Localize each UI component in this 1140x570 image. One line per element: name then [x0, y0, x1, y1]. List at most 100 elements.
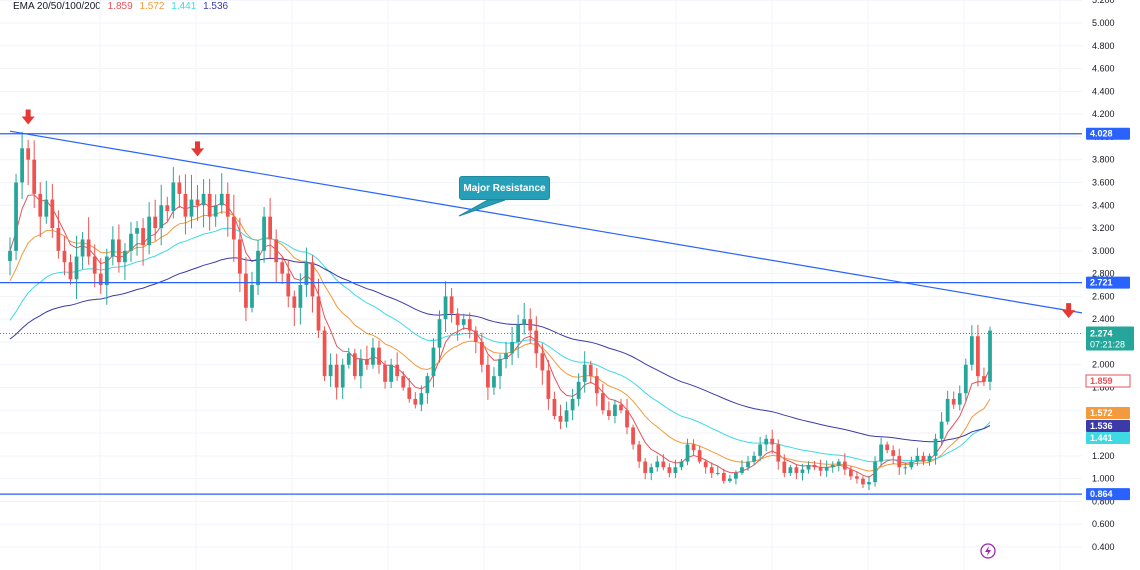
candle-body — [897, 455, 902, 468]
ema-20-value: 1.859 — [107, 1, 133, 12]
candle-body — [20, 148, 24, 183]
ema-tag-label-bg — [1086, 432, 1130, 444]
candle-body — [413, 398, 418, 405]
callout-pointer-shape — [458, 199, 506, 217]
ema-50-value: 1.572 — [139, 1, 165, 12]
candle-body — [746, 461, 750, 468]
candle-body — [655, 461, 660, 468]
candle-body — [250, 285, 254, 308]
candle-body — [643, 461, 648, 473]
candle-body — [637, 444, 642, 462]
candle-body — [123, 250, 127, 263]
ema-tag-label-bg — [1086, 407, 1130, 419]
candle-body — [534, 330, 539, 354]
candle-body — [625, 410, 629, 428]
ema-line-100 — [9, 227, 991, 463]
level-tag: 2.721 — [1090, 278, 1113, 288]
axis-tick-label: 3.800 — [1092, 155, 1115, 165]
candle-body — [50, 199, 55, 229]
candle-body — [298, 285, 303, 308]
candle-body — [389, 364, 393, 382]
trendline — [9, 130, 1083, 314]
candle-body — [498, 359, 502, 377]
callout-pointer — [458, 199, 506, 217]
candle-body — [431, 347, 436, 377]
candle-body — [794, 467, 799, 473]
candles — [8, 131, 992, 490]
candle-body — [945, 398, 950, 422]
candle-body — [806, 464, 811, 470]
candle-body — [365, 359, 369, 365]
candle-body — [691, 444, 696, 451]
candle-body — [867, 482, 871, 485]
candle-body — [607, 410, 611, 416]
axis-tick-label: 3.000 — [1092, 246, 1115, 256]
axis-tick-label: 0.600 — [1092, 519, 1115, 529]
level-tag-bg — [1086, 127, 1130, 140]
candle-body — [703, 461, 708, 468]
down-arrow-icon — [191, 141, 205, 157]
candle-body — [80, 239, 85, 257]
candle-body — [903, 467, 908, 469]
candle-body — [286, 273, 291, 297]
candle-body — [879, 444, 883, 462]
candle-body — [764, 438, 769, 445]
candle-body — [14, 182, 18, 251]
axis-tick-label: 4.400 — [1092, 86, 1115, 96]
candle-body — [927, 455, 932, 462]
candle-body — [461, 319, 466, 325]
axis-tick-label: 0.800 — [1092, 496, 1115, 506]
candle-body — [842, 461, 847, 470]
ema-tag-label: 1.441 — [1090, 433, 1113, 443]
axis-tick-label: 4.800 — [1092, 41, 1115, 51]
candle-body — [183, 193, 188, 217]
candle-body — [552, 398, 557, 416]
candle-body — [38, 193, 43, 217]
candle-body — [921, 455, 926, 462]
candle-body — [510, 341, 514, 354]
candle-body — [782, 461, 787, 473]
candle-body — [74, 256, 79, 280]
candle-body — [147, 216, 152, 246]
candle-body — [213, 205, 218, 217]
candle-body — [988, 330, 992, 382]
candle-body — [588, 364, 593, 377]
candle-body — [873, 461, 877, 483]
candle-body — [758, 444, 762, 456]
lightning-icon[interactable] — [980, 543, 996, 559]
candle-body — [117, 239, 121, 263]
candle-body — [280, 262, 285, 274]
candle-body — [98, 273, 103, 285]
candle-body — [419, 393, 424, 405]
candle-body — [824, 467, 829, 471]
candle-body — [613, 404, 617, 416]
axis-tick-label: 3.600 — [1092, 177, 1115, 187]
candle-body — [371, 347, 375, 365]
candle-body — [564, 410, 569, 422]
ema-lines — [9, 194, 991, 478]
trendline-group — [9, 130, 1083, 314]
candle-body — [582, 364, 587, 382]
countdown-label: 07:21:28 — [1090, 340, 1125, 350]
candle-body — [334, 364, 339, 388]
candle-body — [268, 216, 272, 240]
candle-body — [256, 250, 260, 285]
candle-body — [44, 199, 49, 217]
candle-body — [540, 353, 545, 371]
candle-body — [407, 387, 412, 399]
axis-tick-label: 1.800 — [1092, 383, 1115, 393]
candle-body — [467, 319, 472, 331]
candle-body — [177, 182, 182, 194]
ema-line-200 — [9, 257, 991, 443]
candle-body — [401, 376, 406, 388]
candle-body — [982, 376, 986, 382]
arrow-markers — [21, 109, 1076, 319]
candle-body — [310, 262, 315, 297]
candle-body — [673, 467, 678, 473]
ema-tag-label: 1.859 — [1090, 376, 1113, 386]
candle-body — [129, 233, 133, 251]
candle-body — [110, 239, 115, 257]
level-tag-bg — [1086, 276, 1130, 289]
candle-body — [951, 398, 956, 405]
